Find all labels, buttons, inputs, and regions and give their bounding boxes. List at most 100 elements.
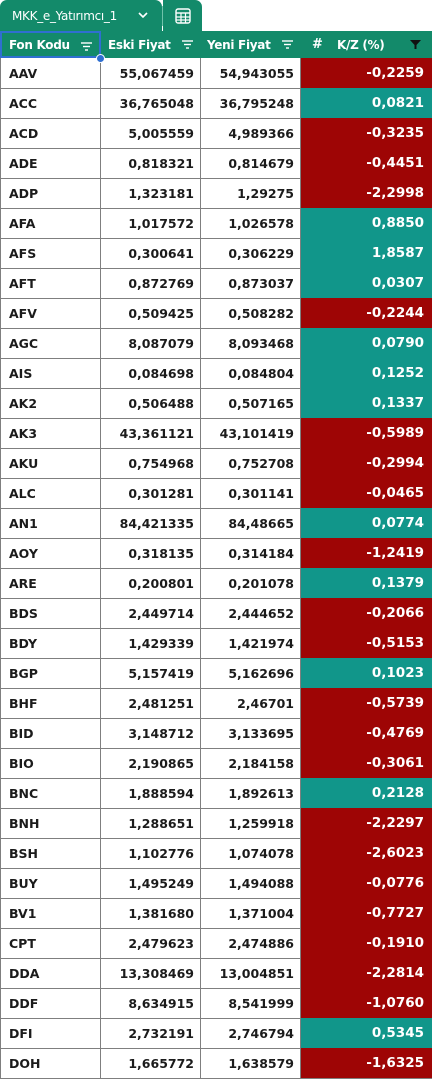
- fund-code-cell[interactable]: DDF: [0, 988, 101, 1019]
- new-price-cell[interactable]: 36,795248: [201, 88, 301, 119]
- new-price-cell[interactable]: 0,507165: [201, 388, 301, 419]
- fund-code-cell[interactable]: DFI: [0, 1018, 101, 1049]
- profit-loss-cell[interactable]: -0,3061: [301, 748, 432, 779]
- new-price-cell[interactable]: 1,29275: [201, 178, 301, 209]
- old-price-cell[interactable]: 0,084698: [101, 358, 201, 389]
- new-price-cell[interactable]: 13,004851: [201, 958, 301, 989]
- profit-loss-cell[interactable]: -0,3235: [301, 118, 432, 149]
- profit-loss-cell[interactable]: -0,2259: [301, 58, 432, 89]
- old-price-cell[interactable]: 1,017572: [101, 208, 201, 239]
- old-price-cell[interactable]: 1,665772: [101, 1048, 201, 1079]
- new-price-cell[interactable]: 0,084804: [201, 358, 301, 389]
- sheet-tab-mkk[interactable]: MKK_e_Yatırımcı_1: [0, 0, 162, 31]
- sort-filter-icon[interactable]: [80, 41, 93, 52]
- old-price-cell[interactable]: 2,481251: [101, 688, 201, 719]
- fund-code-cell[interactable]: ADE: [0, 148, 101, 179]
- fund-code-cell[interactable]: AGC: [0, 328, 101, 359]
- header-yeni-fiyat[interactable]: Yeni Fiyat: [201, 31, 301, 58]
- profit-loss-cell[interactable]: -0,2244: [301, 298, 432, 329]
- new-price-cell[interactable]: 2,184158: [201, 748, 301, 779]
- fund-code-cell[interactable]: ACC: [0, 88, 101, 119]
- profit-loss-cell[interactable]: -0,5739: [301, 688, 432, 719]
- old-price-cell[interactable]: 2,449714: [101, 598, 201, 629]
- old-price-cell[interactable]: 43,361121: [101, 418, 201, 449]
- fund-code-cell[interactable]: BV1: [0, 898, 101, 929]
- old-price-cell[interactable]: 5,005559: [101, 118, 201, 149]
- old-price-cell[interactable]: 5,157419: [101, 658, 201, 689]
- new-price-cell[interactable]: 1,638579: [201, 1048, 301, 1079]
- new-price-cell[interactable]: 3,133695: [201, 718, 301, 749]
- profit-loss-cell[interactable]: -0,2994: [301, 448, 432, 479]
- fund-code-cell[interactable]: AK3: [0, 418, 101, 449]
- profit-loss-cell[interactable]: 0,8850: [301, 208, 432, 239]
- new-price-cell[interactable]: 4,989366: [201, 118, 301, 149]
- old-price-cell[interactable]: 0,200801: [101, 568, 201, 599]
- old-price-cell[interactable]: 84,421335: [101, 508, 201, 539]
- chevron-down-icon[interactable]: [136, 8, 150, 22]
- new-price-cell[interactable]: 0,314184: [201, 538, 301, 569]
- fund-code-cell[interactable]: BDY: [0, 628, 101, 659]
- old-price-cell[interactable]: 1,429339: [101, 628, 201, 659]
- new-price-cell[interactable]: 0,301141: [201, 478, 301, 509]
- old-price-cell[interactable]: 2,479623: [101, 928, 201, 959]
- profit-loss-cell[interactable]: -2,6023: [301, 838, 432, 869]
- fund-code-cell[interactable]: ADP: [0, 178, 101, 209]
- fund-code-cell[interactable]: BGP: [0, 658, 101, 689]
- profit-loss-cell[interactable]: 0,2128: [301, 778, 432, 809]
- fund-code-cell[interactable]: AFS: [0, 238, 101, 269]
- old-price-cell[interactable]: 0,818321: [101, 148, 201, 179]
- fund-code-cell[interactable]: AIS: [0, 358, 101, 389]
- new-price-cell[interactable]: 43,101419: [201, 418, 301, 449]
- fund-code-cell[interactable]: AKU: [0, 448, 101, 479]
- new-price-cell[interactable]: 1,026578: [201, 208, 301, 239]
- old-price-cell[interactable]: 1,102776: [101, 838, 201, 869]
- new-price-cell[interactable]: 0,306229: [201, 238, 301, 269]
- old-price-cell[interactable]: 0,506488: [101, 388, 201, 419]
- fund-code-cell[interactable]: BIO: [0, 748, 101, 779]
- fund-code-cell[interactable]: ARE: [0, 568, 101, 599]
- profit-loss-cell[interactable]: 0,0821: [301, 88, 432, 119]
- old-price-cell[interactable]: 36,765048: [101, 88, 201, 119]
- fund-code-cell[interactable]: AFT: [0, 268, 101, 299]
- old-price-cell[interactable]: 1,323181: [101, 178, 201, 209]
- profit-loss-cell[interactable]: -2,2814: [301, 958, 432, 989]
- old-price-cell[interactable]: 0,318135: [101, 538, 201, 569]
- profit-loss-cell[interactable]: -1,0760: [301, 988, 432, 1019]
- profit-loss-cell[interactable]: -0,1910: [301, 928, 432, 959]
- old-price-cell[interactable]: 3,148712: [101, 718, 201, 749]
- old-price-cell[interactable]: 0,301281: [101, 478, 201, 509]
- fund-code-cell[interactable]: AOY: [0, 538, 101, 569]
- new-price-cell[interactable]: 1,494088: [201, 868, 301, 899]
- profit-loss-cell[interactable]: -0,4769: [301, 718, 432, 749]
- old-price-cell[interactable]: 0,872769: [101, 268, 201, 299]
- fund-code-cell[interactable]: BUY: [0, 868, 101, 899]
- new-price-cell[interactable]: 1,259918: [201, 808, 301, 839]
- old-price-cell[interactable]: 0,754968: [101, 448, 201, 479]
- old-price-cell[interactable]: 0,509425: [101, 298, 201, 329]
- header-fon-kodu[interactable]: Fon Kodu: [0, 31, 101, 58]
- new-price-cell[interactable]: 5,162696: [201, 658, 301, 689]
- fund-code-cell[interactable]: DDA: [0, 958, 101, 989]
- new-price-cell[interactable]: 0,873037: [201, 268, 301, 299]
- sort-filter-icon[interactable]: [181, 39, 194, 50]
- fund-code-cell[interactable]: DOH: [0, 1048, 101, 1079]
- old-price-cell[interactable]: 8,634915: [101, 988, 201, 1019]
- profit-loss-cell[interactable]: -0,4451: [301, 148, 432, 179]
- new-price-cell[interactable]: 2,474886: [201, 928, 301, 959]
- fund-code-cell[interactable]: BHF: [0, 688, 101, 719]
- profit-loss-cell[interactable]: -1,2419: [301, 538, 432, 569]
- grid-view-button[interactable]: [163, 0, 202, 31]
- new-price-cell[interactable]: 1,074078: [201, 838, 301, 869]
- header-eski-fiyat[interactable]: Eski Fiyat: [101, 31, 201, 58]
- profit-loss-cell[interactable]: -0,5153: [301, 628, 432, 659]
- old-price-cell[interactable]: 55,067459: [101, 58, 201, 89]
- new-price-cell[interactable]: 8,541999: [201, 988, 301, 1019]
- profit-loss-cell[interactable]: 0,0790: [301, 328, 432, 359]
- profit-loss-cell[interactable]: 0,0307: [301, 268, 432, 299]
- filter-funnel-icon[interactable]: [409, 39, 422, 50]
- new-price-cell[interactable]: 1,371004: [201, 898, 301, 929]
- profit-loss-cell[interactable]: 0,1023: [301, 658, 432, 689]
- header-kz[interactable]: K/Z (%): [301, 31, 432, 58]
- profit-loss-cell[interactable]: 0,1252: [301, 358, 432, 389]
- old-price-cell[interactable]: 1,495249: [101, 868, 201, 899]
